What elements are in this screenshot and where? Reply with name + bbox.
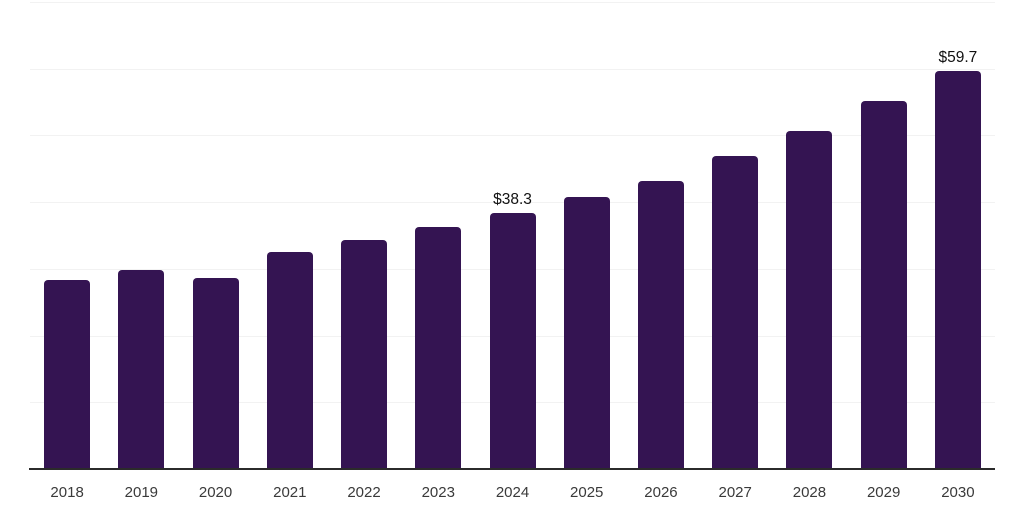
gridline-y-50 [30,135,995,137]
x-tick-2028: 2028 [792,484,827,501]
x-axis-line [29,468,995,470]
bar-2019 [118,270,165,469]
gridline-y-60 [30,68,995,70]
bar-2022 [341,240,388,469]
bar-2026 [637,180,684,469]
x-tick-2023: 2023 [421,484,455,501]
x-tick-2020: 2020 [198,484,233,501]
x-tick-2021: 2021 [273,484,307,501]
x-tick-2024: 2024 [495,484,530,501]
value-label-2024: $38.3 [493,191,532,209]
x-tick-2022: 2022 [347,484,381,501]
bar-2024 [489,213,536,469]
x-tick-2030: 2030 [941,484,975,501]
bar-2027 [712,156,759,469]
x-tick-2026: 2026 [644,484,678,501]
x-tick-2018: 2018 [50,484,84,501]
bar-2023 [415,226,462,469]
value-label-2030: $59.7 [938,48,978,66]
x-tick-2019: 2019 [124,484,159,501]
bar-2028 [786,130,833,469]
bar-2025 [563,197,610,469]
gridline-y-70 [30,2,995,3]
bar-2020 [192,278,239,469]
bar-2030 [934,70,981,469]
x-tick-2025: 2025 [570,484,604,501]
bar-2029 [860,100,907,469]
bar-2018 [44,279,91,469]
x-tick-2027: 2027 [718,484,752,501]
x-tick-2029: 2029 [866,484,901,501]
bar-2021 [266,251,313,469]
